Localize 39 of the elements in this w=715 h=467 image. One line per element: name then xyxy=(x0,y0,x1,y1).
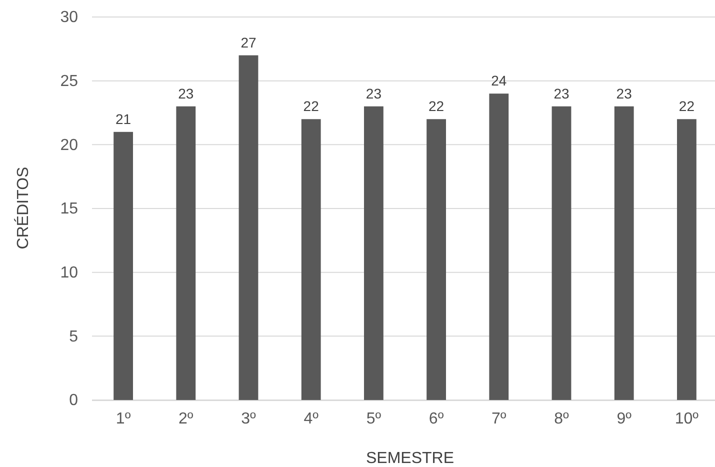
data-label: 21 xyxy=(116,110,132,127)
data-label: 22 xyxy=(678,98,695,114)
y-tick-label: 20 xyxy=(60,136,78,154)
x-tick-label: 10º xyxy=(674,410,699,428)
y-tick-label: 0 xyxy=(69,392,78,410)
data-label: 23 xyxy=(178,85,194,102)
x-tick-label: 4º xyxy=(304,410,319,428)
bar xyxy=(301,119,321,400)
data-label: 23 xyxy=(616,85,632,102)
x-tick-label: 1º xyxy=(116,410,131,428)
bar xyxy=(552,106,572,400)
data-label: 23 xyxy=(554,85,570,102)
x-tick-label: 5º xyxy=(366,410,382,428)
bar xyxy=(614,106,634,400)
data-label: 22 xyxy=(303,98,320,114)
x-tick-label: 7º xyxy=(492,410,506,428)
x-tick-label: 3º xyxy=(241,410,256,428)
bar xyxy=(364,106,384,400)
y-tick-label: 30 xyxy=(60,9,78,26)
bar xyxy=(114,132,134,400)
data-label: 22 xyxy=(428,98,444,114)
bar xyxy=(176,106,196,400)
x-tick-label: 2º xyxy=(178,410,194,428)
x-tick-label: 6º xyxy=(428,410,444,428)
y-tick-label: 15 xyxy=(60,200,78,218)
y-tick-label: 10 xyxy=(60,264,78,282)
x-tick-label: 8º xyxy=(554,410,570,428)
y-axis-title: CRÉDITOS xyxy=(14,166,32,250)
data-label: 24 xyxy=(491,72,507,89)
x-axis-title: SEMESTRE xyxy=(366,450,454,467)
bar xyxy=(489,94,509,400)
y-tick-label: 5 xyxy=(69,328,78,346)
bar xyxy=(238,55,258,400)
x-tick-label: 9º xyxy=(616,410,632,428)
bar xyxy=(676,119,696,400)
data-label: 23 xyxy=(366,85,382,102)
bar xyxy=(426,119,446,400)
data-label: 27 xyxy=(240,34,256,50)
y-tick-label: 25 xyxy=(60,72,78,90)
